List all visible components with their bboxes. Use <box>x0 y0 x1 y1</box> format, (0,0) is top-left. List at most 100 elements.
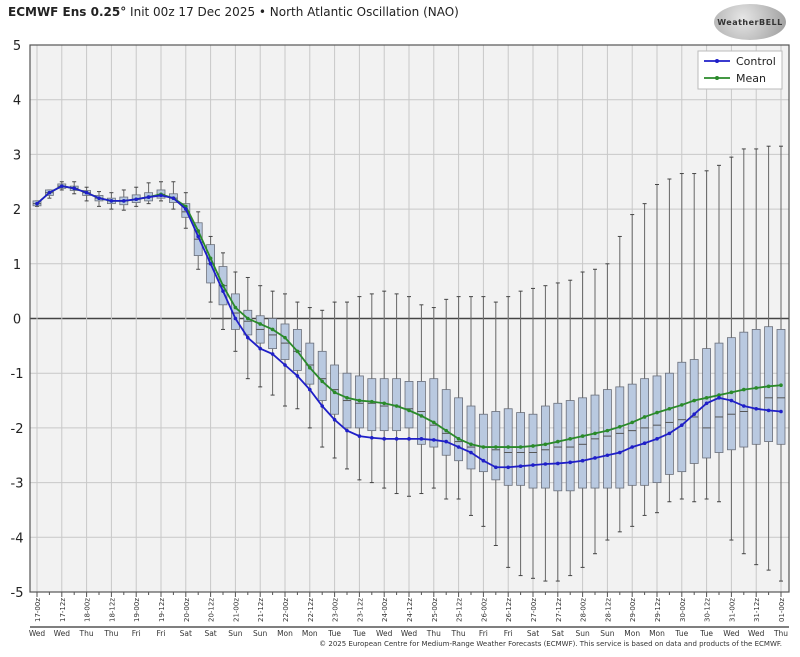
iqr-box <box>615 386 625 489</box>
iqr-box <box>578 397 587 489</box>
series-point-mean <box>556 439 560 444</box>
iqr-box <box>652 375 662 483</box>
x-tick-label: 29-00z <box>629 598 637 622</box>
series-point-control <box>556 461 560 466</box>
x-day-label: Sun <box>600 629 615 638</box>
series-point-control <box>47 190 52 195</box>
x-day-label: Sat <box>552 629 564 638</box>
series-point-control <box>109 199 114 203</box>
x-day-label: Fri <box>504 629 513 638</box>
series-point-mean <box>320 379 325 384</box>
series-point-mean <box>246 316 250 321</box>
series-point-control <box>605 453 610 458</box>
x-tick-label: 26-00z <box>480 598 488 622</box>
legend-marker-control <box>715 59 719 63</box>
y-tick-label: 4 <box>13 94 21 109</box>
iqr-box <box>627 383 637 486</box>
series-point-control <box>308 387 312 392</box>
x-day-label: Sat <box>204 629 216 638</box>
series-point-mean <box>766 384 771 389</box>
x-day-label: Thu <box>103 629 118 638</box>
series-point-mean <box>481 445 486 449</box>
series-point-control <box>779 409 783 414</box>
x-tick-label: 25-00z <box>431 598 439 622</box>
series-point-control <box>345 428 349 433</box>
x-tick-label: 27-00z <box>530 598 538 622</box>
series-point-control <box>704 401 709 406</box>
x-day-label: Wed <box>376 629 393 638</box>
x-day-label: Wed <box>54 629 71 638</box>
x-day-label: Mon <box>624 629 640 638</box>
series-point-mean <box>469 442 473 447</box>
title-details: Init 00z 17 Dec 2025 • North Atlantic Os… <box>126 5 459 19</box>
series-point-mean <box>531 444 535 448</box>
iqr-box <box>603 389 612 489</box>
series-point-control <box>171 196 176 200</box>
iqr-box <box>466 405 476 470</box>
iqr-box <box>441 389 451 456</box>
legend-marker-mean <box>715 76 719 80</box>
x-day-label: Sat <box>527 629 539 638</box>
series-point-control <box>184 207 188 211</box>
title-model: ECMWF Ens 0.25° <box>8 5 127 19</box>
iqr-box <box>541 405 550 489</box>
x-day-label: Fri <box>132 629 141 638</box>
x-tick-label: 17-12z <box>59 598 67 622</box>
y-tick-label: 2 <box>13 203 21 218</box>
series-point-control <box>35 201 39 206</box>
x-tick-label: 25-12z <box>456 598 464 622</box>
legend-box <box>697 50 783 90</box>
copyright-footer: © 2025 European Centre for Medium-Range … <box>319 640 782 648</box>
x-day-label: Fri <box>479 629 488 638</box>
x-tick-label: 30-00z <box>679 598 687 622</box>
series-point-control <box>469 450 473 455</box>
series-point-control <box>543 462 548 466</box>
iqr-box <box>454 397 464 462</box>
series-point-mean <box>704 396 709 400</box>
iqr-box <box>429 378 439 448</box>
series-point-mean <box>754 386 758 390</box>
series-point-mean <box>605 428 610 433</box>
series-point-mean <box>270 327 275 332</box>
series-point-mean <box>655 410 659 415</box>
iqr-box <box>677 361 687 473</box>
series-point-mean <box>729 390 734 395</box>
series-point-control <box>382 437 387 441</box>
iqr-box <box>640 378 649 486</box>
series-point-mean <box>419 414 424 418</box>
series-point-control <box>283 363 287 367</box>
series-point-mean <box>630 420 634 425</box>
x-tick-label: 26-12z <box>505 598 513 622</box>
x-tick-label: 01-00z <box>778 598 786 622</box>
series-point-control <box>754 406 758 411</box>
y-tick-label: -2 <box>11 422 24 437</box>
series-point-mean <box>444 428 449 433</box>
series-point-control <box>667 431 672 436</box>
x-day-label: Sat <box>180 629 192 638</box>
x-day-label: Sun <box>228 629 243 638</box>
y-tick-label: 1 <box>13 258 21 273</box>
x-tick-label: 30-12z <box>704 598 712 622</box>
series-point-control <box>432 438 436 442</box>
series-point-mean <box>283 335 287 340</box>
series-point-mean <box>580 434 585 438</box>
x-day-label: Wed <box>723 629 740 638</box>
x-tick-label: 21-00z <box>232 598 240 622</box>
y-tick-label: 0 <box>13 313 21 328</box>
series-point-control <box>295 374 300 378</box>
x-tick-label: 23-00z <box>332 598 340 622</box>
series-point-mean <box>494 445 498 449</box>
series-point-mean <box>258 322 263 326</box>
series-point-control <box>332 417 337 422</box>
x-tick-label: 20-00z <box>183 598 191 622</box>
series-point-control <box>630 445 634 449</box>
x-tick-label: 24-12z <box>406 598 414 622</box>
series-point-control <box>270 352 275 356</box>
series-point-control <box>444 439 449 444</box>
series-point-control <box>506 465 511 470</box>
y-tick-label: 3 <box>13 148 21 163</box>
series-point-mean <box>518 445 523 449</box>
x-day-label: Thu <box>773 629 788 638</box>
series-point-control <box>357 434 362 438</box>
